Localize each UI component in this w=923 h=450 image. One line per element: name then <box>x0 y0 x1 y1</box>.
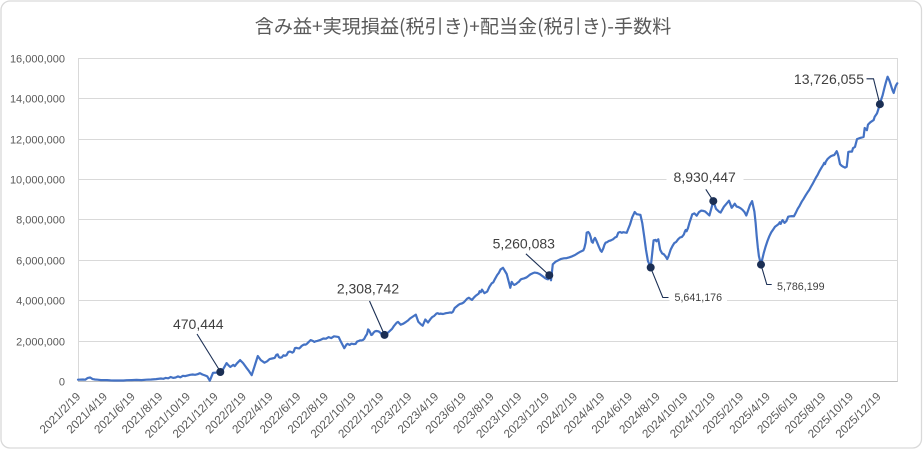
svg-text:10,000,000: 10,000,000 <box>10 174 65 186</box>
svg-text:6,000,000: 6,000,000 <box>16 255 65 267</box>
svg-text:2,308,742: 2,308,742 <box>337 281 399 297</box>
svg-text:8,000,000: 8,000,000 <box>16 214 65 226</box>
svg-text:16,000,000: 16,000,000 <box>10 53 65 65</box>
svg-text:5,641,176: 5,641,176 <box>675 292 723 304</box>
svg-text:2,000,000: 2,000,000 <box>16 336 65 348</box>
svg-text:5,786,199: 5,786,199 <box>777 281 825 293</box>
svg-text:4,000,000: 4,000,000 <box>16 295 65 307</box>
svg-text:5,260,083: 5,260,083 <box>493 235 555 251</box>
svg-text:0: 0 <box>59 376 65 388</box>
svg-text:14,000,000: 14,000,000 <box>10 93 65 105</box>
svg-text:13,726,055: 13,726,055 <box>794 71 864 87</box>
svg-text:8,930,447: 8,930,447 <box>674 169 736 185</box>
svg-text:12,000,000: 12,000,000 <box>10 134 65 146</box>
svg-text:470,444: 470,444 <box>173 316 224 332</box>
